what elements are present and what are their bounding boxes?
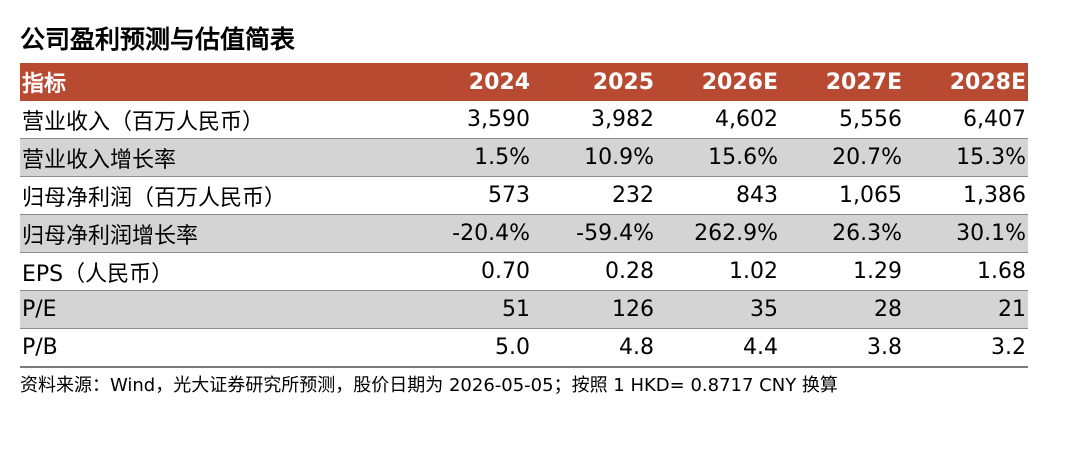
table-cell: 5,556: [780, 101, 904, 139]
table-cell: 15.3%: [904, 138, 1028, 177]
page-title: 公司盈利预测与估值简表: [20, 25, 296, 54]
table-cell: 0.70: [408, 252, 532, 291]
table-header-row: 指标 2024 2025 2026E 2027E 2028E: [20, 63, 1028, 101]
table-row: 归母净利润（百万人民币） 573 232 843 1,065 1,386: [20, 176, 1028, 215]
table-cell: 1.5%: [408, 138, 532, 177]
table-cell: 4.8: [532, 328, 656, 368]
table-cell: 3,590: [408, 101, 532, 139]
header-indicator: 指标: [20, 63, 408, 101]
table-cell: 262.9%: [656, 214, 780, 253]
table-row: P/B 5.0 4.8 4.4 3.8 3.2: [20, 328, 1028, 368]
header-2028e: 2028E: [904, 63, 1028, 101]
table-cell: 30.1%: [904, 214, 1028, 253]
table-cell: 1,386: [904, 176, 1028, 215]
table-cell: 15.6%: [656, 138, 780, 177]
table-cell: 232: [532, 176, 656, 215]
table-cell: 3.8: [780, 328, 904, 368]
table-cell: 1.68: [904, 252, 1028, 291]
row-label: 营业收入增长率: [20, 138, 408, 177]
table-cell: 51: [408, 290, 532, 329]
table-row: 营业收入（百万人民币） 3,590 3,982 4,602 5,556 6,40…: [20, 101, 1028, 139]
table-cell: 20.7%: [780, 138, 904, 177]
table-cell: 21: [904, 290, 1028, 329]
row-label: P/E: [20, 290, 408, 329]
table-cell: 1.29: [780, 252, 904, 291]
table-cell: 28: [780, 290, 904, 329]
table-cell: 0.28: [532, 252, 656, 291]
table-cell: 3,982: [532, 101, 656, 139]
table-cell: 4.4: [656, 328, 780, 368]
row-label: EPS（人民币）: [20, 252, 408, 291]
row-label: P/B: [20, 328, 408, 368]
row-label: 归母净利润（百万人民币）: [20, 176, 408, 215]
header-2024: 2024: [408, 63, 532, 101]
table-cell: -20.4%: [408, 214, 532, 253]
earnings-forecast-table: 指标 2024 2025 2026E 2027E 2028E 营业收入（百万人民…: [20, 63, 1028, 368]
table-cell: 5.0: [408, 328, 532, 368]
row-label: 营业收入（百万人民币）: [20, 101, 408, 139]
table-cell: 3.2: [904, 328, 1028, 368]
table-row: EPS（人民币） 0.70 0.28 1.02 1.29 1.68: [20, 252, 1028, 291]
table-cell: 843: [656, 176, 780, 215]
table-cell: 573: [408, 176, 532, 215]
table-cell: 6,407: [904, 101, 1028, 139]
source-note: 资料来源：Wind，光大证券研究所预测，股价日期为 2026-05-05；按照 …: [20, 375, 838, 396]
row-label: 归母净利润增长率: [20, 214, 408, 253]
header-2027e: 2027E: [780, 63, 904, 101]
table-cell: 1.02: [656, 252, 780, 291]
table-cell: 26.3%: [780, 214, 904, 253]
table-cell: -59.4%: [532, 214, 656, 253]
table-row: 营业收入增长率 1.5% 10.9% 15.6% 20.7% 15.3%: [20, 138, 1028, 177]
header-2025: 2025: [532, 63, 656, 101]
table-cell: 1,065: [780, 176, 904, 215]
table-cell: 10.9%: [532, 138, 656, 177]
header-2026e: 2026E: [656, 63, 780, 101]
table-cell: 35: [656, 290, 780, 329]
table-cell: 126: [532, 290, 656, 329]
table-row: P/E 51 126 35 28 21: [20, 290, 1028, 329]
table-cell: 4,602: [656, 101, 780, 139]
table-row: 归母净利润增长率 -20.4% -59.4% 262.9% 26.3% 30.1…: [20, 214, 1028, 253]
